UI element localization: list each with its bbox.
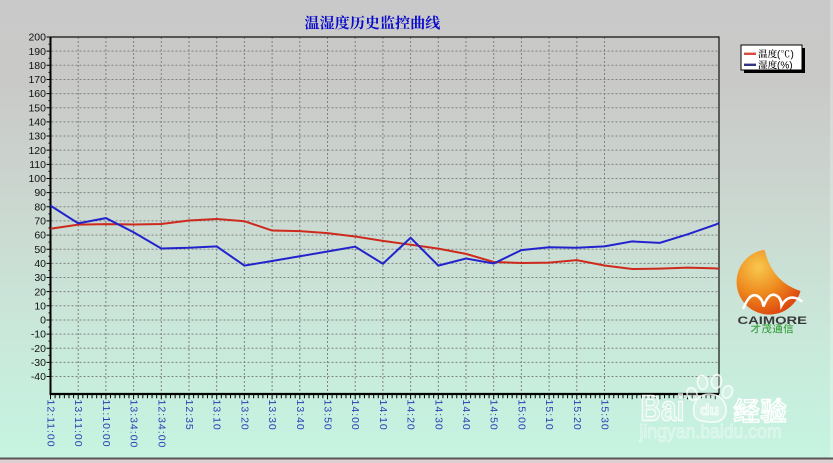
svg-text:0: 0 xyxy=(40,315,46,327)
svg-text:13:10: 13:10 xyxy=(211,400,223,431)
svg-text:190: 190 xyxy=(28,46,46,58)
svg-text:120: 120 xyxy=(28,145,46,157)
svg-text:(: ( xyxy=(777,49,781,60)
svg-text:13:50: 13:50 xyxy=(322,400,334,431)
svg-text:14:30: 14:30 xyxy=(432,400,444,431)
svg-text:10: 10 xyxy=(34,300,46,312)
svg-text:14:20: 14:20 xyxy=(405,400,417,431)
svg-text:-40: -40 xyxy=(31,371,46,383)
svg-text:60: 60 xyxy=(34,230,46,242)
svg-text:-10: -10 xyxy=(31,329,46,341)
svg-text:11:10:00: 11:10:00 xyxy=(100,400,112,448)
svg-text:): ) xyxy=(791,49,794,60)
svg-text:170: 170 xyxy=(28,74,46,86)
svg-text:15:10: 15:10 xyxy=(543,400,555,431)
svg-text:Bai: Bai xyxy=(641,388,685,429)
svg-text:13:34:00: 13:34:00 xyxy=(128,400,140,449)
svg-text:13:20: 13:20 xyxy=(238,400,250,431)
svg-text:15:30: 15:30 xyxy=(599,400,611,431)
svg-text:160: 160 xyxy=(28,88,46,100)
svg-text:140: 140 xyxy=(28,116,46,128)
svg-text:-20: -20 xyxy=(31,343,46,355)
svg-text:13:11:00: 13:11:00 xyxy=(72,400,84,448)
svg-text:12:11:00: 12:11:00 xyxy=(45,400,57,448)
svg-text:12:34:00: 12:34:00 xyxy=(155,400,167,449)
svg-text:200: 200 xyxy=(28,32,46,44)
svg-text:14:00: 14:00 xyxy=(349,400,361,431)
svg-text:jingyan.baidu.com: jingyan.baidu.com xyxy=(639,422,782,443)
svg-text:90: 90 xyxy=(34,187,46,199)
svg-text:13:30: 13:30 xyxy=(266,400,278,431)
svg-text:-30: -30 xyxy=(31,357,46,369)
svg-text:150: 150 xyxy=(28,102,46,114)
svg-text:180: 180 xyxy=(28,60,46,72)
svg-text:du: du xyxy=(700,402,719,419)
svg-text:15:00: 15:00 xyxy=(515,400,527,431)
svg-text:70: 70 xyxy=(34,216,46,228)
svg-text:14:40: 14:40 xyxy=(460,400,472,431)
svg-text:14:50: 14:50 xyxy=(488,400,500,431)
svg-text:14:10: 14:10 xyxy=(377,400,389,431)
svg-text:15:20: 15:20 xyxy=(571,400,583,431)
svg-text:50: 50 xyxy=(34,244,46,256)
svg-text:100: 100 xyxy=(28,173,46,185)
svg-text:110: 110 xyxy=(29,159,46,171)
svg-text:(%): (%) xyxy=(777,60,793,71)
svg-text:12:35: 12:35 xyxy=(183,400,195,431)
svg-text:80: 80 xyxy=(34,201,46,213)
svg-text:20: 20 xyxy=(34,286,46,298)
svg-text:30: 30 xyxy=(34,272,46,284)
svg-text:CAIMORE: CAIMORE xyxy=(738,315,808,327)
svg-text:130: 130 xyxy=(28,131,46,143)
svg-text:13:40: 13:40 xyxy=(294,400,306,431)
svg-text:40: 40 xyxy=(34,258,46,270)
